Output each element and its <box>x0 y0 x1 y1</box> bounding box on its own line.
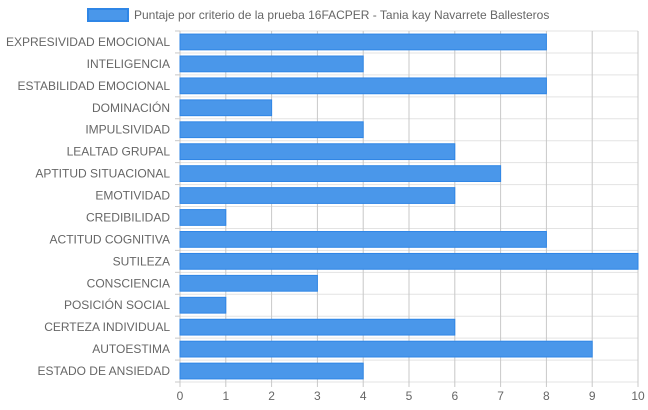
category-label: APTITUD SITUACIONAL <box>35 167 170 181</box>
bar[interactable] <box>179 318 456 336</box>
bar[interactable] <box>179 33 547 51</box>
bar[interactable] <box>179 296 227 314</box>
bar[interactable] <box>179 274 318 292</box>
category-label: INTELIGENCIA <box>87 57 170 71</box>
legend-label: Puntaje por criterio de la prueba 16FACP… <box>134 8 549 22</box>
bar[interactable] <box>179 55 364 73</box>
x-tick-label: 6 <box>451 389 458 403</box>
bar[interactable] <box>179 362 364 380</box>
bar[interactable] <box>179 187 456 204</box>
category-label: ESTABILIDAD EMOCIONAL <box>18 79 171 93</box>
bar[interactable] <box>179 165 502 182</box>
bars <box>179 33 639 380</box>
legend-swatch <box>87 8 129 22</box>
bar[interactable] <box>179 340 593 358</box>
bar[interactable] <box>179 77 547 95</box>
category-label: EMOTIVIDAD <box>95 189 170 203</box>
category-label: ACTITUD COGNITIVA <box>50 232 170 246</box>
bar[interactable] <box>179 209 227 226</box>
y-axis-labels: EXPRESIVIDAD EMOCIONAL INTELIGENCIA ESTABI… <box>6 35 170 378</box>
category-label: EXPRESIVIDAD EMOCIONAL <box>6 35 170 49</box>
category-label: DOMINACIÓN <box>92 100 170 115</box>
category-label: ESTADO DE ANSIEDAD <box>38 364 171 378</box>
bar[interactable] <box>179 252 639 270</box>
bar[interactable] <box>179 231 547 248</box>
bar[interactable] <box>179 99 273 117</box>
x-tick-label: 4 <box>360 389 367 403</box>
category-label: POSICIÓN SOCIAL <box>64 297 170 312</box>
category-label: SUTILEZA <box>113 254 170 268</box>
x-tick-label: 1 <box>222 389 229 403</box>
category-label: CONSCIENCIA <box>87 276 170 290</box>
x-tick-label: 9 <box>589 389 596 403</box>
category-label: AUTOESTIMA <box>92 342 170 356</box>
x-tick-label: 10 <box>631 389 645 403</box>
category-label: CERTEZA INDIVIDUAL <box>44 320 170 334</box>
x-tick-label: 0 <box>177 389 184 403</box>
category-label: LEALTAD GRUPAL <box>67 145 171 159</box>
x-tick-label: 7 <box>497 389 504 403</box>
x-axis-labels: 0 1 2 3 4 5 6 7 8 9 10 <box>177 389 645 403</box>
x-tick-label: 3 <box>314 389 321 403</box>
x-tick-label: 2 <box>268 389 275 403</box>
category-label: IMPULSIVIDAD <box>85 123 170 137</box>
x-tick-label: 8 <box>543 389 550 403</box>
category-label: CREDIBILIDAD <box>86 210 170 224</box>
bar[interactable] <box>179 143 456 161</box>
bar[interactable] <box>179 121 364 139</box>
legend[interactable]: Puntaje por criterio de la prueba 16FACP… <box>87 8 549 22</box>
x-tick-label: 5 <box>406 389 413 403</box>
